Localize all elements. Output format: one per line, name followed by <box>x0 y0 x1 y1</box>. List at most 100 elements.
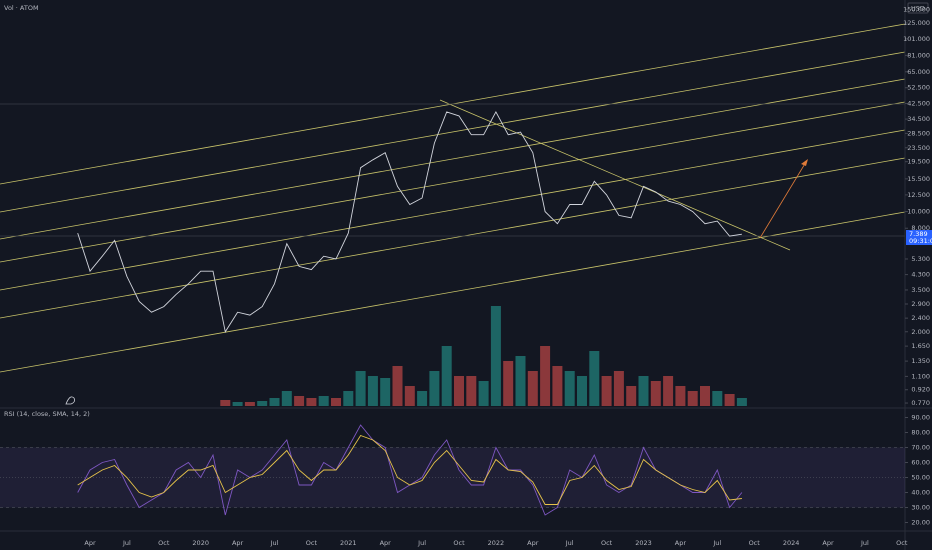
volume-bar <box>306 398 317 406</box>
x-tick-label: Jul <box>417 539 426 547</box>
y-tick-label: 28.500 <box>907 129 930 137</box>
y-tick-label: 1.350 <box>911 357 930 365</box>
volume-bar <box>577 376 587 406</box>
x-tick-label: Jul <box>860 539 869 547</box>
volume-bar <box>552 366 563 406</box>
volume-bar <box>281 391 292 406</box>
volume-bar <box>589 351 600 406</box>
x-tick-label: Apr <box>232 539 244 547</box>
volume-bar <box>257 401 268 406</box>
volume-bar <box>294 396 305 406</box>
volume-bar <box>343 391 354 406</box>
volume-bar <box>527 371 538 406</box>
volume-bar <box>601 376 612 406</box>
volume-bar <box>441 346 452 406</box>
y-tick-label: 2.900 <box>911 300 930 308</box>
volume-bar <box>564 371 575 406</box>
y-tick-label: 23.500 <box>907 144 930 152</box>
currency-box <box>907 2 929 14</box>
volume-bar <box>355 371 366 406</box>
volume-bar <box>392 366 403 406</box>
x-tick-label: Jul <box>270 539 279 547</box>
y-tick-label: 15.500 <box>907 175 930 183</box>
rsi-title: RSI (14, close, SMA, 14, 2) <box>4 410 90 418</box>
volume-bar <box>269 398 280 406</box>
channel-lines <box>0 23 906 373</box>
volume-bar <box>736 398 747 406</box>
volume-bar <box>417 391 428 406</box>
y-tick-label: 8.000 <box>911 224 930 232</box>
price-label: 7.389 <box>909 230 928 238</box>
y-tick-label: 19.500 <box>907 158 930 166</box>
arrow-head <box>801 159 808 166</box>
volume-bar <box>724 394 735 406</box>
y-tick-label: 30.00 <box>911 504 930 512</box>
x-tick-label: Apr <box>380 539 392 547</box>
volume-bar <box>650 381 661 406</box>
y-tick-label: 12.500 <box>907 191 930 199</box>
currency: USD <box>911 5 925 13</box>
volume-bar <box>700 386 710 406</box>
volume-bar <box>466 376 477 406</box>
volume-bar <box>712 391 723 406</box>
x-tick-label: Oct <box>896 539 908 547</box>
volume-bar <box>318 396 329 406</box>
x-tick-label: Oct <box>601 539 613 547</box>
series-line <box>77 434 742 505</box>
volume-bar <box>540 346 551 406</box>
y-tick-label: 2.400 <box>911 314 930 322</box>
y-tick-label: 125.000 <box>903 19 930 27</box>
y-tick-label: 0.770 <box>911 399 930 407</box>
volume-bar <box>638 376 649 406</box>
x-tick-label: 2024 <box>783 539 800 547</box>
y-tick-label: 40.00 <box>911 489 930 497</box>
x-tick-label: Oct <box>306 539 318 547</box>
y-tick-label: 101.000 <box>903 35 930 43</box>
y-tick-label: 81.000 <box>907 51 930 59</box>
series-line <box>77 110 742 333</box>
volume-bar <box>220 400 231 406</box>
x-tick-label: 2023 <box>635 539 652 547</box>
y-tick-label: 42.500 <box>907 100 930 108</box>
y-tick-label: 20.00 <box>911 519 930 527</box>
x-tick-label: Jul <box>565 539 574 547</box>
y-tick-label: 60.00 <box>911 459 930 467</box>
volume-bar <box>626 386 637 406</box>
y-tick-label: 10.000 <box>907 208 930 216</box>
x-tick-label: Oct <box>453 539 465 547</box>
y-tick-label: 90.00 <box>911 414 930 422</box>
x-tick-label: 2022 <box>488 539 505 547</box>
y-tick-label: 50.00 <box>911 474 930 482</box>
volume-bar <box>232 402 243 406</box>
x-tick-label: Jul <box>122 539 131 547</box>
volume-bar <box>687 391 698 406</box>
volume-bar <box>515 356 526 406</box>
volume-bar <box>380 378 391 406</box>
x-tick-label: Apr <box>675 539 687 547</box>
y-tick-label: 34.500 <box>907 115 930 123</box>
x-tick-label: 2021 <box>340 539 357 547</box>
projection-arrow <box>759 161 807 239</box>
y-tick-label: 150.000 <box>903 5 930 13</box>
volume-bar <box>490 306 501 406</box>
x-tick-label: 2020 <box>192 539 209 547</box>
logo <box>65 396 75 405</box>
x-tick-label: Oct <box>158 539 170 547</box>
x-tick-label: Jul <box>712 539 721 547</box>
y-tick-label: 52.500 <box>907 84 930 92</box>
volume-bar <box>454 376 464 406</box>
y-tick-label: 2.000 <box>911 328 930 336</box>
volume-bar <box>404 386 415 406</box>
y-tick-label: 4.300 <box>911 271 930 279</box>
y-tick-label: 70.00 <box>911 444 930 452</box>
countdown: 09:31:09 <box>909 237 932 245</box>
volume-bar <box>367 376 378 406</box>
price-box <box>906 230 932 245</box>
volume-bar <box>429 371 440 406</box>
x-tick-label: Apr <box>84 539 96 547</box>
volume-bar <box>244 402 255 406</box>
y-tick-label: 3.500 <box>911 286 930 294</box>
volume-bar <box>675 386 686 406</box>
